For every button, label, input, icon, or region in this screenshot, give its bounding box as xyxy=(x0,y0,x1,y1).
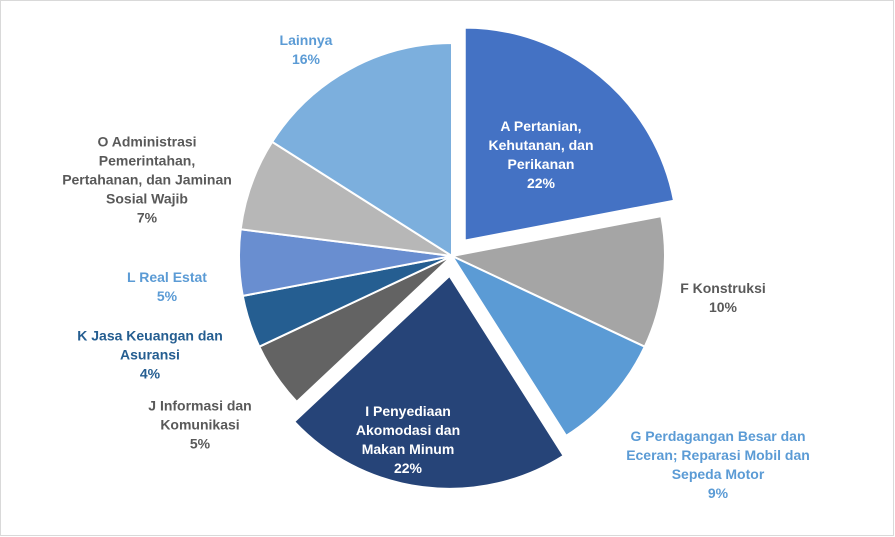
pie-slice xyxy=(270,41,453,258)
slice-label: L Real Estat 5% xyxy=(102,268,232,306)
pie-slice xyxy=(463,26,676,242)
pie-slice xyxy=(449,253,647,438)
value-label: 5% xyxy=(189,435,211,452)
value-label: 9% xyxy=(707,485,729,501)
slice-label: G Perdagangan Besar dan Eceran; Reparasi… xyxy=(623,427,813,503)
category-label: L Real Estat xyxy=(127,269,207,285)
slice-label: J Informasi dan Komunikasi 5% xyxy=(125,397,275,454)
category-label: I Penyediaan Akomodasi dan Makan Minum xyxy=(355,403,461,457)
category-label: F Konstruksi xyxy=(680,280,766,296)
slice-label: I Penyediaan Akomodasi dan Makan Minum 22… xyxy=(343,402,473,478)
slice-label: A Pertanian, Kehutanan, dan Perikanan 22% xyxy=(466,117,616,193)
value-label: 22% xyxy=(526,175,556,191)
value-label: 16% xyxy=(291,51,321,67)
slice-label: O Administrasi Pemerintahan, Pertahanan,… xyxy=(62,133,232,228)
slice-label: K Jasa Keuangan dan Asuransi 4% xyxy=(60,327,240,384)
value-label: 10% xyxy=(708,299,738,315)
value-label: 4% xyxy=(139,365,161,382)
pie-slice xyxy=(448,214,666,349)
value-label: 7% xyxy=(136,209,158,226)
category-label: O Administrasi Pemerintahan, Pertahanan,… xyxy=(62,133,232,207)
category-label: J Informasi dan Komunikasi xyxy=(148,397,252,433)
category-label: G Perdagangan Besar dan Eceran; Reparasi… xyxy=(626,428,810,482)
category-label: K Jasa Keuangan dan Asuransi xyxy=(77,327,223,363)
slice-label: F Konstruksi 10% xyxy=(648,279,798,317)
category-label: Lainnya xyxy=(279,32,333,48)
category-label: A Pertanian, Kehutanan, dan Perikanan xyxy=(488,118,594,172)
value-label: 5% xyxy=(156,288,178,304)
pie-slice xyxy=(292,274,566,490)
slice-label: Lainnya 16% xyxy=(256,31,356,69)
value-label: 22% xyxy=(393,460,423,476)
